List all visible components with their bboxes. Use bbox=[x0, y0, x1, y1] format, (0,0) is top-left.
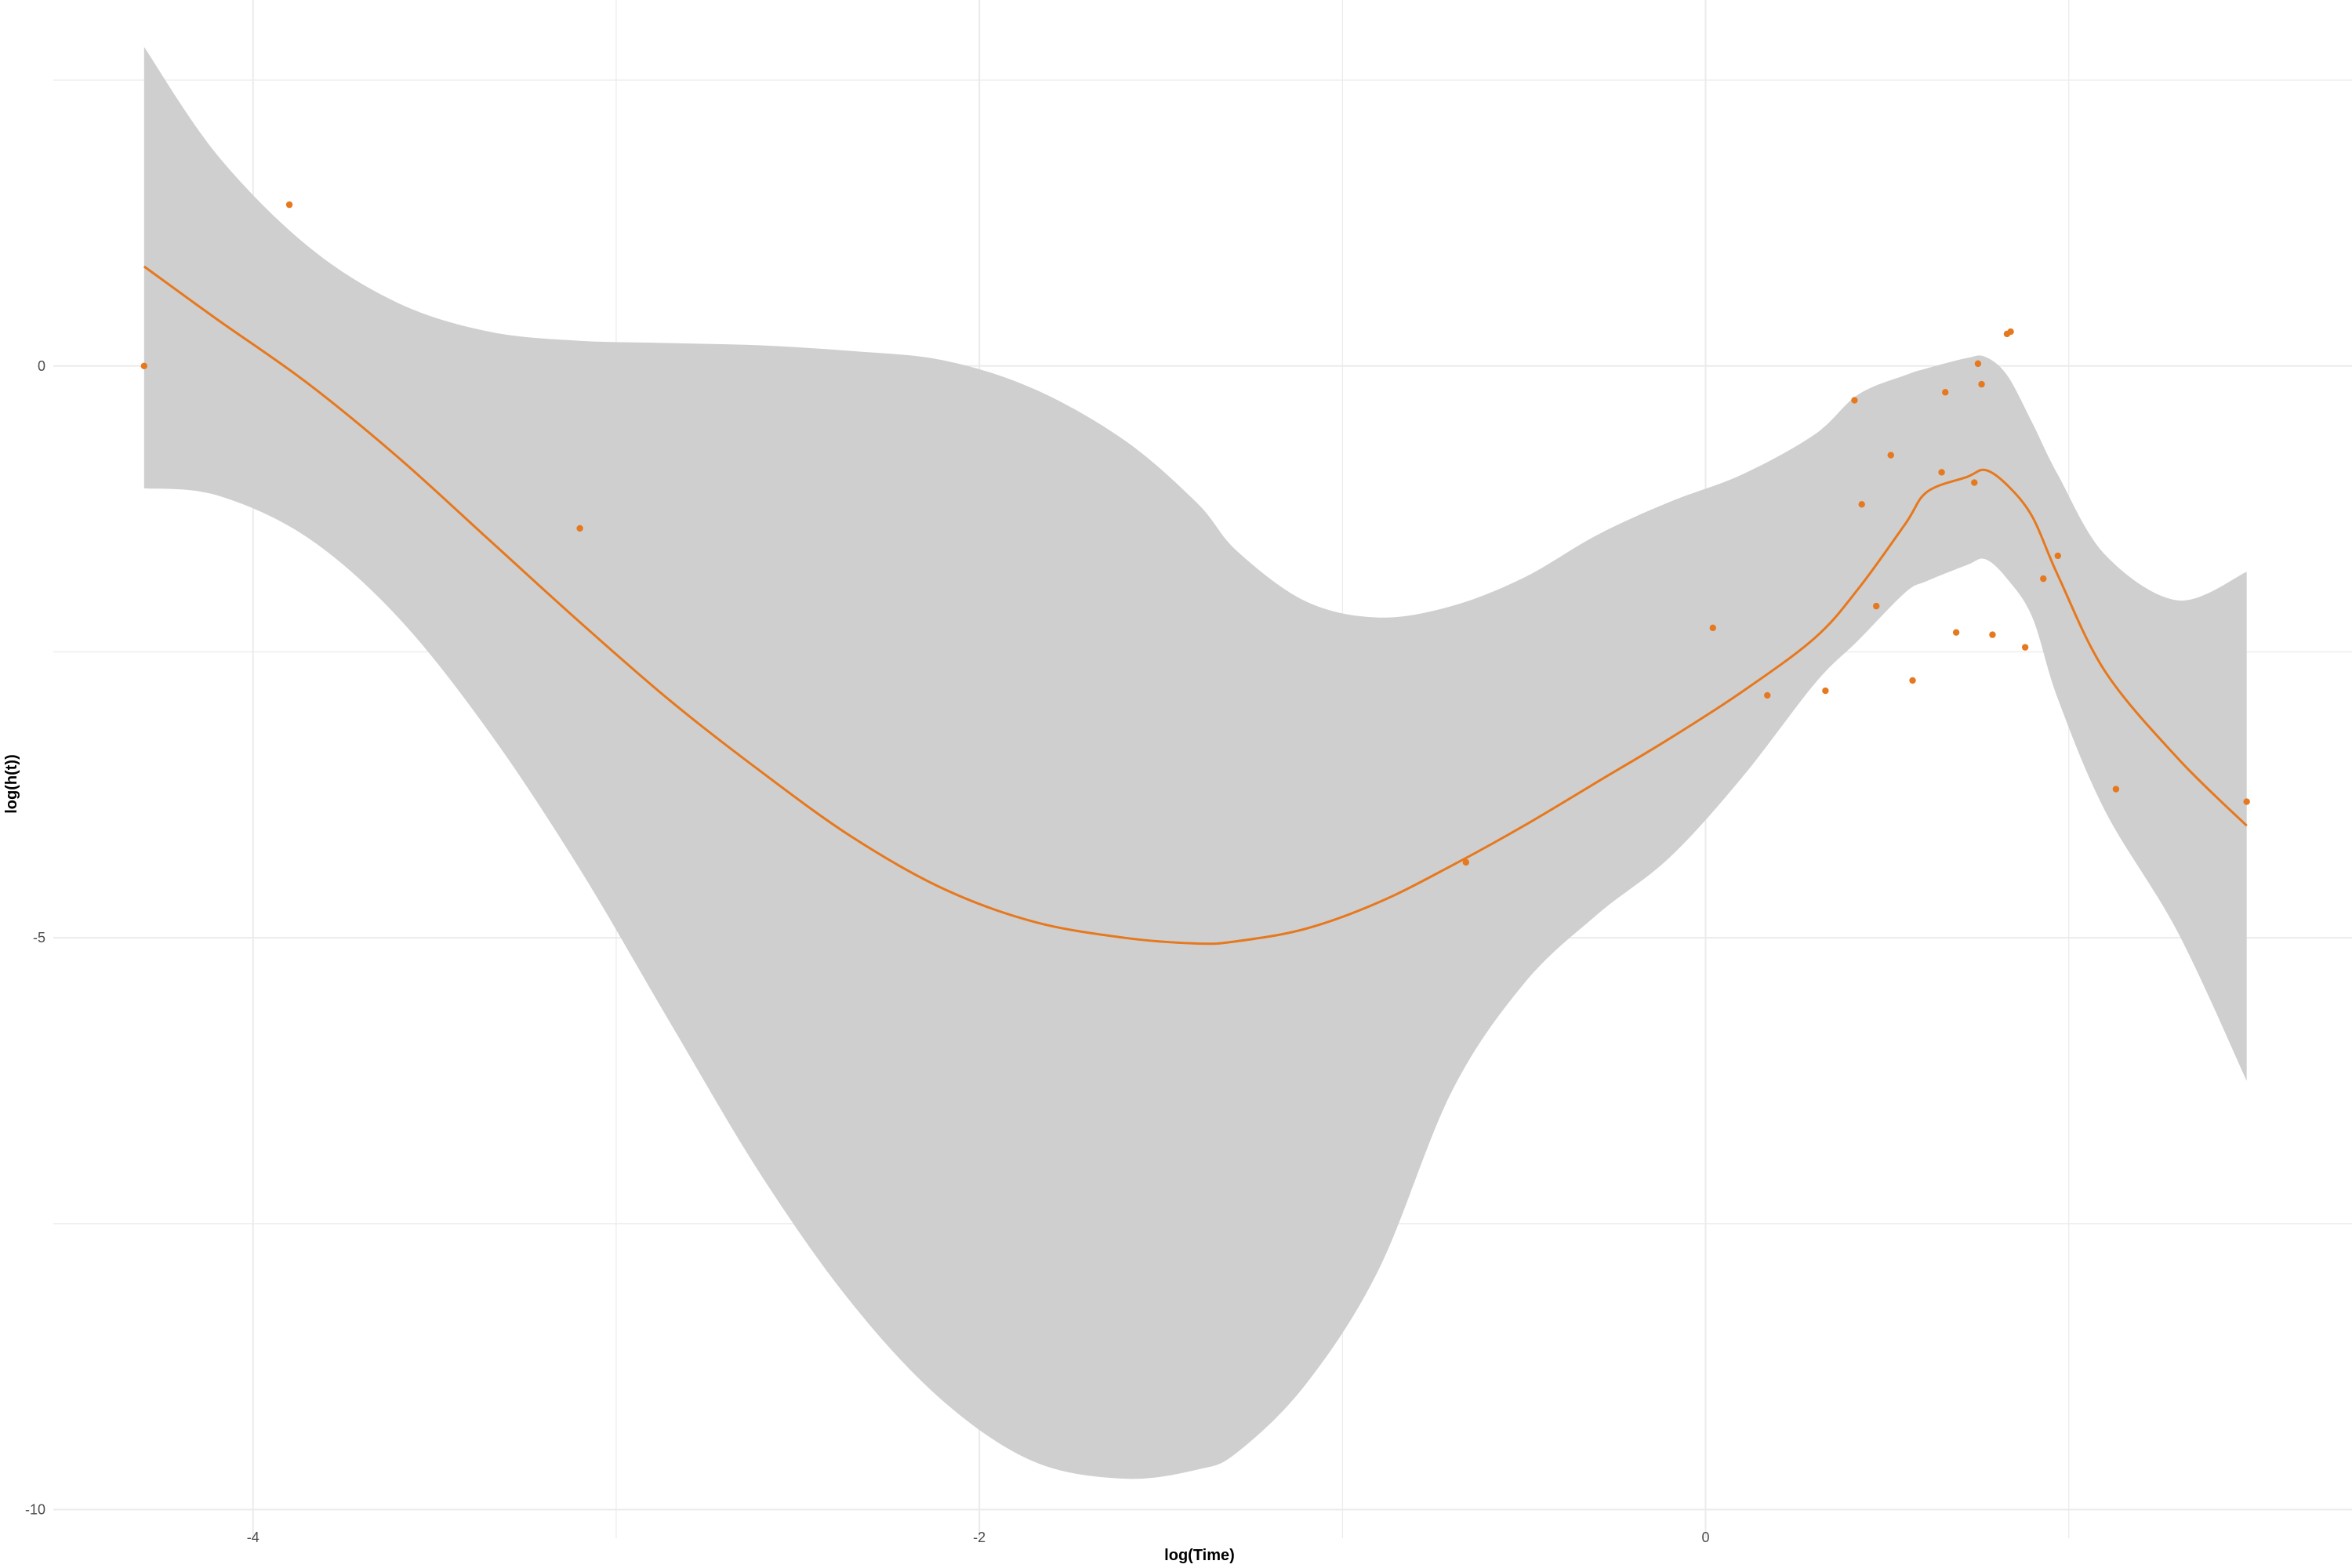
confidence-band bbox=[143, 46, 2247, 1479]
data-point bbox=[1887, 452, 1894, 459]
data-point bbox=[1858, 501, 1865, 508]
data-point bbox=[2040, 575, 2047, 583]
y-axis-title: log(h(t)) bbox=[3, 754, 20, 814]
data-point bbox=[140, 362, 147, 369]
data-point bbox=[1952, 629, 1960, 636]
data-point bbox=[285, 201, 293, 209]
data-point bbox=[1822, 687, 1829, 695]
data-point bbox=[1989, 631, 1996, 638]
data-point bbox=[2243, 798, 2250, 805]
data-point bbox=[1942, 389, 1949, 396]
data-point bbox=[1709, 624, 1716, 632]
x-axis-tick-labels: -4 -2 0 bbox=[247, 1530, 1710, 1545]
data-point bbox=[1462, 858, 1470, 866]
x-axis-title: log(Time) bbox=[1164, 1547, 1235, 1564]
data-point bbox=[576, 524, 583, 532]
data-point bbox=[1909, 677, 1916, 684]
y-axis-tick-labels: 0 -5 -10 bbox=[25, 358, 45, 1518]
y-tick-label: -5 bbox=[33, 930, 45, 946]
x-tick-label: 0 bbox=[1702, 1530, 1710, 1545]
data-point bbox=[1974, 360, 1982, 368]
fitted-curve bbox=[143, 265, 2248, 946]
y-tick-label: 0 bbox=[38, 358, 45, 374]
data-point bbox=[2054, 552, 2062, 560]
x-tick-label: -2 bbox=[973, 1530, 985, 1545]
data-point bbox=[2021, 644, 2029, 651]
data-point bbox=[1978, 380, 1985, 388]
data-point bbox=[1938, 469, 1945, 476]
data-point bbox=[1764, 691, 1771, 699]
data-points bbox=[140, 201, 2250, 866]
data-point bbox=[1873, 602, 1880, 610]
x-tick-label: -4 bbox=[247, 1530, 260, 1545]
y-tick-label: -10 bbox=[25, 1502, 45, 1518]
data-point bbox=[1851, 397, 1858, 404]
data-point bbox=[1971, 479, 1978, 486]
data-point bbox=[2112, 786, 2120, 793]
data-point bbox=[2007, 328, 2014, 336]
